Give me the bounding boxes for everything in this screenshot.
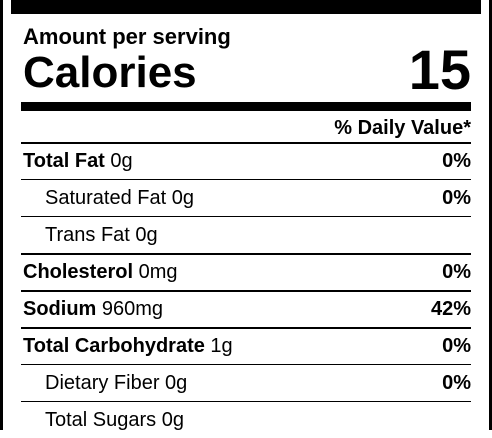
nutrient-amount: 960mg [96,298,164,320]
calories-label: Calories [23,48,197,97]
nutrient-label: Dietary Fiber [45,371,160,394]
daily-value-percent: 0% [442,335,471,357]
amount-per-serving: Amount per serving [23,24,231,49]
nutrient-label: Total Sugars [45,408,157,431]
nutrient-amount: 0g [129,223,158,246]
nutrient-row: Sodium 960mg 42% [21,290,471,327]
nutrient-name: Sodium 960mg [23,298,163,321]
calories-value: 15 [408,38,471,101]
nutrient-row: Total Fat 0g 0% [21,142,471,179]
nutrient-row: Cholesterol 0mg 0% [21,253,471,290]
nutrient-name: Dietary Fiber 0g [45,372,187,395]
nutrient-amount: 0g [159,371,188,394]
nutrient-name: Total Fat 0g [23,150,133,173]
nutrient-name: Saturated Fat 0g [45,187,194,210]
daily-value-percent: 0% [442,186,471,209]
nutrient-list: Total Fat 0g 0% Saturated Fat 0g 0% Trans Fa… [21,142,471,438]
thick-divider [21,102,471,111]
nutrient-amount: 0g [104,150,133,172]
nutrient-amount: 0g [166,186,194,209]
nutrient-amount: 1g [204,335,233,357]
nutrient-amount: 0mg [133,261,178,283]
nutrient-label: Total Fat [23,150,105,172]
nutrient-row: Trans Fat 0g [21,216,471,253]
nutrient-amount: 0g [156,408,184,431]
calories-row: Calories 15 [23,42,471,98]
nutrient-name: Total Carbohydrate 1g [23,335,233,358]
nutrient-label: Total Carbohydrate [23,335,205,357]
nutrient-name: Trans Fat 0g [45,224,158,247]
nutrient-row: Total Sugars 0g [21,401,471,438]
nutrient-label: Cholesterol [23,261,134,283]
daily-value-header: % Daily Value* [334,117,471,139]
daily-value-percent: 42% [430,298,471,320]
nutrient-row: Dietary Fiber 0g 0% [21,364,471,401]
nutrient-name: Cholesterol 0mg [23,261,178,284]
nutrient-label: Sodium [23,298,97,320]
daily-value-percent: 0% [442,371,471,394]
nutrient-label: Trans Fat [45,223,130,246]
nutrient-row: Total Carbohydrate 1g 0% [21,327,471,364]
top-rule [11,0,481,14]
nutrient-label: Saturated Fat [45,186,167,209]
daily-value-percent: 0% [442,261,471,283]
daily-value-percent: 0% [442,150,471,172]
nutrient-row: Saturated Fat 0g 0% [21,179,471,216]
nutrient-name: Total Sugars 0g [45,409,184,432]
